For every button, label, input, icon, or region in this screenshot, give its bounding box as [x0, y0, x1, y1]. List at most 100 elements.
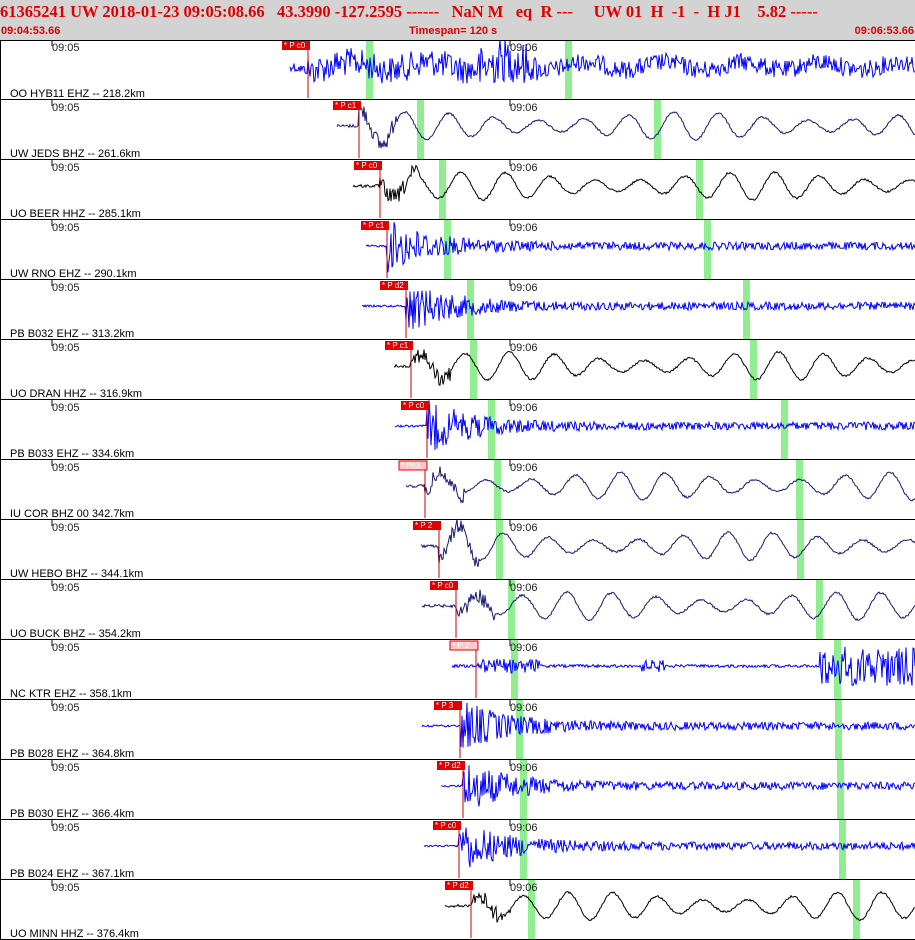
station-label: UO BEER HHZ -- 285.1km — [10, 208, 141, 220]
p-pick-label: * P c0 — [432, 581, 454, 590]
channel-row[interactable]: 09:05 09:06 * P c1 UO DRAN HHZ -- 316.9km — [0, 340, 915, 400]
time-tick-label: 09:06 — [510, 762, 538, 774]
station-label: NC KTR EHZ -- 358.1km — [10, 688, 132, 700]
s-phase-marker — [470, 340, 477, 399]
waveform-trace — [444, 890, 915, 923]
time-tick-label: 09:05 — [52, 462, 80, 474]
p-pick-box[interactable] — [398, 460, 428, 471]
p-pick-box[interactable] — [354, 161, 382, 170]
station-label: IU COR BHZ 00 342.7km — [10, 508, 134, 520]
time-tick-label: 09:05 — [52, 282, 80, 294]
time-tick-label: 09:06 — [510, 222, 538, 234]
time-tick-label: 09:05 — [52, 642, 80, 654]
p-pick-label: * P 2 — [452, 641, 470, 650]
s-phase-marker — [520, 760, 527, 819]
s-phase-marker — [654, 100, 661, 159]
p-pick-label: * P c0 — [284, 41, 306, 50]
waveform-trace — [361, 290, 915, 329]
p-pick-box[interactable] — [413, 521, 441, 530]
p-pick-box[interactable] — [430, 581, 458, 590]
station-label: OO HYB11 EHZ -- 218.2km — [10, 88, 145, 100]
p-pick-box[interactable] — [361, 221, 389, 230]
s-phase-marker — [853, 880, 860, 939]
p-pick-box[interactable] — [434, 701, 462, 710]
channel-row[interactable]: 09:05 09:06 * P 2 UW HEBO BHZ -- 344.1km — [0, 519, 915, 580]
p-pick-box[interactable] — [401, 401, 429, 410]
time-tick-label: 09:05 — [52, 822, 80, 834]
s-phase-marker — [439, 160, 446, 219]
time-tick-label: 09:06 — [510, 42, 538, 54]
waveform-trace — [289, 40, 915, 84]
time-tick-label: 09:06 — [510, 282, 538, 294]
waveform-trace — [365, 222, 915, 273]
p-pick-box[interactable] — [333, 101, 361, 110]
p-pick-label: * P c1 — [387, 341, 409, 350]
station-label: PB B024 EHZ -- 367.1km — [10, 868, 134, 880]
channel-row[interactable]: 09:05 09:06 * P c0 UO BUCK BHZ -- 354.2km — [0, 580, 915, 640]
s-phase-marker — [494, 460, 501, 519]
channel-row[interactable]: 09:05 09:06 * P c0 OO HYB11 EHZ -- 218.2km — [0, 40, 915, 100]
p-pick-box[interactable] — [282, 41, 310, 50]
waveform-trace — [421, 702, 915, 748]
p-pick-label: * P c1 — [363, 221, 385, 230]
channel-row[interactable]: 09:05 09:06 * P d2 PB B032 EHZ -- 313.2km — [0, 280, 915, 340]
p-pick-label: * P c0 — [403, 401, 425, 410]
s-phase-marker — [528, 880, 535, 939]
s-phase-marker — [797, 520, 804, 579]
waveform-trace — [336, 106, 915, 149]
station-label: UW HEBO BHZ -- 344.1km — [10, 568, 143, 580]
event-header: 61365241 UW 2018-01-23 09:05:08.66 43.39… — [0, 0, 915, 40]
s-phase-marker — [516, 700, 523, 759]
p-pick-box[interactable] — [433, 821, 461, 830]
channel-row[interactable]: 09:05 09:06 * Pc3 IU COR BHZ 00 342.7km — [0, 460, 915, 520]
time-tick-label: 09:05 — [52, 102, 80, 114]
s-phase-marker — [444, 220, 451, 279]
station-label: PB B030 EHZ -- 366.4km — [10, 808, 134, 820]
time-tick-label: 09:06 — [510, 162, 538, 174]
channel-row[interactable]: 09:05 09:06 * P c0 PB B024 EHZ -- 367.1km — [0, 820, 915, 880]
waveform-panel[interactable]: 09:05 09:06 * P c0 OO HYB11 EHZ -- 218.2km 0… — [0, 40, 915, 940]
channel-row[interactable]: 09:05 09:06 * P c1 UW RNO EHZ -- 290.1km — [0, 220, 915, 280]
waveform-trace — [423, 827, 915, 868]
channel-row[interactable]: 09:05 09:06 * P 3 PB B028 EHZ -- 364.8km — [0, 700, 915, 760]
channel-row[interactable]: 09:05 09:06 * P d2 UO MINN HHZ -- 376.4km — [0, 880, 915, 940]
waveform-trace — [421, 589, 915, 622]
waveform-trace — [420, 519, 915, 567]
p-pick-box[interactable] — [385, 341, 413, 350]
time-tick-label: 09:06 — [510, 462, 538, 474]
p-pick-label: * P d2 — [447, 881, 469, 890]
p-pick-box[interactable] — [380, 281, 408, 290]
station-label: PB B033 EHZ -- 334.6km — [10, 448, 134, 460]
s-phase-marker — [835, 700, 842, 759]
channel-row[interactable]: 09:05 09:06 * P c0 UO BEER HHZ -- 285.1km — [0, 160, 915, 220]
channel-row[interactable]: 09:05 09:06 * P c1 UW JEDS BHZ -- 261.6km — [0, 100, 915, 160]
station-label: UO MINN HHZ -- 376.4km — [10, 928, 139, 940]
end-time-label: 09:06:53.66 — [854, 25, 914, 37]
waveform-trace — [393, 349, 915, 386]
s-phase-marker — [750, 340, 757, 399]
station-label: PB B028 EHZ -- 364.8km — [10, 748, 134, 760]
time-tick-label: 09:06 — [510, 882, 538, 894]
time-tick-label: 09:05 — [52, 342, 80, 354]
time-tick-label: 09:05 — [52, 162, 80, 174]
s-phase-marker — [704, 220, 711, 279]
waveform-trace — [352, 164, 915, 202]
s-phase-marker — [467, 280, 474, 339]
time-tick-label: 09:05 — [52, 522, 80, 534]
time-tick-label: 09:05 — [52, 222, 80, 234]
waveform-trace — [440, 765, 915, 807]
channel-row[interactable]: 09:05 09:06 * P d2 PB B030 EHZ -- 366.4km — [0, 760, 915, 820]
station-label: UW RNO EHZ -- 290.1km — [10, 268, 137, 280]
p-pick-box[interactable] — [449, 640, 479, 651]
time-tick-label: 09:05 — [52, 582, 80, 594]
s-phase-marker — [520, 820, 527, 879]
channel-row[interactable]: 09:05 09:06 * P c0 PB B033 EHZ -- 334.6km — [0, 400, 915, 460]
channel-row[interactable]: 09:05 09:06 * P 2 NC KTR EHZ -- 358.1km — [0, 640, 915, 700]
p-pick-box[interactable] — [445, 881, 473, 890]
station-label: PB B032 EHZ -- 313.2km — [10, 328, 134, 340]
time-tick-label: 09:05 — [52, 702, 80, 714]
p-pick-box[interactable] — [437, 761, 465, 770]
p-pick-label: * P d2 — [382, 281, 404, 290]
waveform-trace — [451, 646, 915, 687]
